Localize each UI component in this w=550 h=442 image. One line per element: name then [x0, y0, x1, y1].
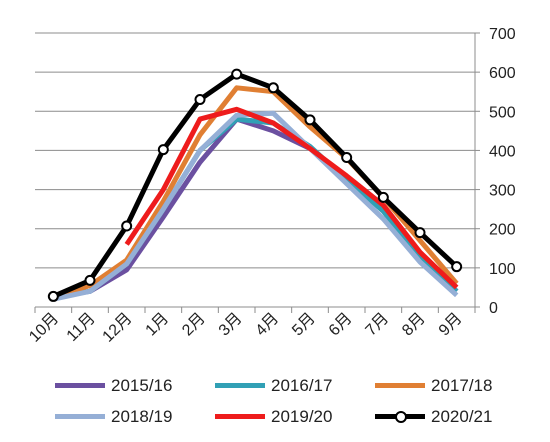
legend-label: 2018/19 [111, 407, 173, 426]
series-line-2018-19 [52, 110, 459, 302]
legend-item: 2016/17 [215, 375, 375, 397]
y-tick-labels: 0 100 200 300 400 500 600 700 [489, 26, 516, 317]
legend-swatch [55, 406, 105, 428]
data-point-2020-21 [194, 94, 206, 106]
legend-item: 2020/21 [375, 406, 535, 428]
data-point-2020-21 [47, 290, 59, 302]
x-tick-label: 3月 [216, 310, 246, 340]
legend-line-icon [375, 383, 425, 388]
data-point-2020-21 [414, 227, 426, 239]
x-tick-label: 6月 [326, 310, 356, 340]
legend-item: 2015/16 [55, 375, 215, 397]
x-tick-label: 11月 [64, 310, 99, 345]
series-line-2020-21 [52, 71, 459, 299]
legend-swatch [215, 406, 265, 428]
data-point-2020-21 [451, 261, 463, 273]
legend-swatch [215, 375, 265, 397]
series-lines [52, 71, 459, 302]
legend-label: 2015/16 [111, 376, 173, 395]
x-tick-label: 9月 [436, 310, 466, 340]
y-tick-label: 500 [489, 104, 516, 121]
legend-line-icon [55, 414, 105, 419]
data-point-2020-21 [231, 68, 243, 80]
x-tick-label: 10月 [26, 310, 62, 346]
legend-label: 2017/18 [431, 376, 493, 395]
data-point-2020-21 [304, 114, 316, 126]
x-tick-label: 2月 [179, 310, 209, 340]
y-tick-label: 600 [489, 65, 516, 82]
legend-item: 2017/18 [375, 375, 535, 397]
legend-line-icon [215, 414, 265, 419]
legend-swatch [375, 375, 425, 397]
legend-swatch [55, 375, 105, 397]
y-tick-label: 200 [489, 222, 516, 239]
legend: 2015/16 2016/17 2017/18 2018/19 2019/20 2020/… [55, 375, 535, 428]
y-tick-label: 0 [489, 300, 498, 317]
x-tick-label: 4月 [253, 310, 283, 340]
data-point-2020-21 [157, 144, 169, 156]
grid-lines [35, 32, 475, 269]
series-markers [47, 68, 463, 302]
legend-label: 2019/20 [271, 407, 333, 426]
x-tick-label: 1月 [143, 310, 173, 340]
y-tick-label: 700 [489, 26, 516, 43]
series-line-2019-20 [124, 106, 459, 290]
y-tick-label: 300 [489, 183, 516, 200]
x-tick-label: 8月 [399, 310, 429, 340]
y-tick-label: 100 [489, 261, 516, 278]
x-tick-label: 7月 [363, 310, 393, 340]
x-tick-labels: 10月 11月 12月 1月 2月 3月 4月 5月 6月 7月 8月 9月 [26, 310, 465, 346]
x-tick-label: 5月 [289, 310, 319, 340]
data-point-2020-21 [267, 82, 279, 94]
axes [34, 32, 480, 313]
data-point-2020-21 [341, 151, 353, 163]
x-tick-label: 12月 [100, 310, 136, 346]
legend-marker-icon [395, 411, 407, 423]
legend-swatch [375, 406, 425, 428]
legend-line-icon [55, 383, 105, 388]
data-point-2020-21 [121, 220, 133, 232]
legend-label: 2016/17 [271, 376, 333, 395]
legend-item: 2019/20 [215, 406, 375, 428]
y-tick-label: 400 [489, 143, 516, 160]
data-point-2020-21 [377, 191, 389, 203]
legend-label: 2020/21 [431, 407, 493, 426]
data-point-2020-21 [84, 274, 96, 286]
legend-line-icon [215, 383, 265, 388]
legend-item: 2018/19 [55, 406, 215, 428]
